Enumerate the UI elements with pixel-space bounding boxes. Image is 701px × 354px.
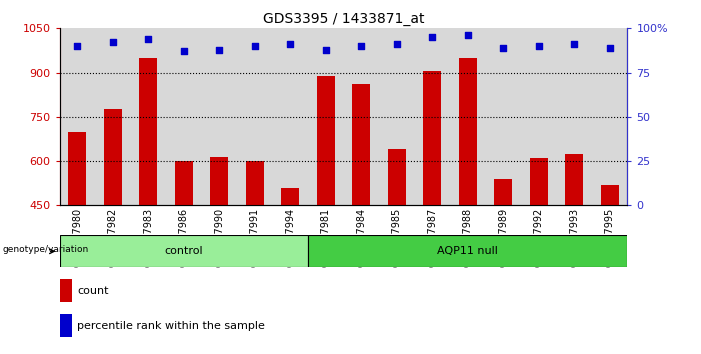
Bar: [139, 58, 157, 205]
Bar: [69, 132, 86, 205]
Bar: [388, 149, 406, 205]
Bar: [530, 158, 547, 205]
Point: [498, 45, 509, 51]
Bar: [281, 188, 299, 205]
Bar: [565, 154, 583, 205]
Bar: [60, 314, 72, 337]
Text: AQP11 null: AQP11 null: [437, 246, 498, 256]
Bar: [317, 75, 334, 205]
Point: [533, 43, 544, 49]
Text: genotype/variation: genotype/variation: [3, 245, 89, 254]
Point: [143, 36, 154, 42]
Bar: [60, 279, 72, 302]
Bar: [210, 156, 228, 205]
Text: count: count: [77, 286, 109, 296]
Text: control: control: [165, 246, 203, 256]
Text: percentile rank within the sample: percentile rank within the sample: [77, 321, 265, 331]
Point: [462, 33, 473, 38]
Point: [427, 34, 438, 40]
Point: [320, 47, 332, 52]
Bar: [353, 84, 370, 205]
Bar: [494, 179, 512, 205]
Point: [285, 41, 296, 47]
Point: [355, 43, 367, 49]
Bar: [423, 71, 441, 205]
Bar: [104, 109, 122, 205]
Point: [569, 41, 580, 47]
Point: [604, 45, 615, 51]
Point: [214, 47, 225, 52]
Title: GDS3395 / 1433871_at: GDS3395 / 1433871_at: [263, 12, 424, 26]
Bar: [175, 161, 193, 205]
Point: [249, 43, 260, 49]
Bar: [459, 58, 477, 205]
FancyBboxPatch shape: [60, 235, 308, 267]
Point: [72, 43, 83, 49]
Bar: [246, 161, 264, 205]
FancyBboxPatch shape: [308, 235, 627, 267]
Bar: [601, 185, 618, 205]
Point: [391, 41, 402, 47]
Point: [107, 40, 118, 45]
Point: [178, 48, 189, 54]
